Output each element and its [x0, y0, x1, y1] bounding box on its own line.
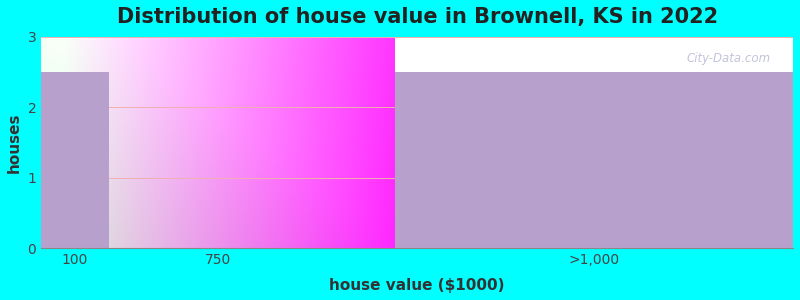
Y-axis label: houses: houses [7, 112, 22, 173]
Bar [394, 72, 793, 248]
Text: City-Data.com: City-Data.com [686, 52, 770, 64]
Bar [42, 72, 109, 248]
Title: Distribution of house value in Brownell, KS in 2022: Distribution of house value in Brownell,… [117, 7, 718, 27]
X-axis label: house value ($1000): house value ($1000) [330, 278, 505, 293]
